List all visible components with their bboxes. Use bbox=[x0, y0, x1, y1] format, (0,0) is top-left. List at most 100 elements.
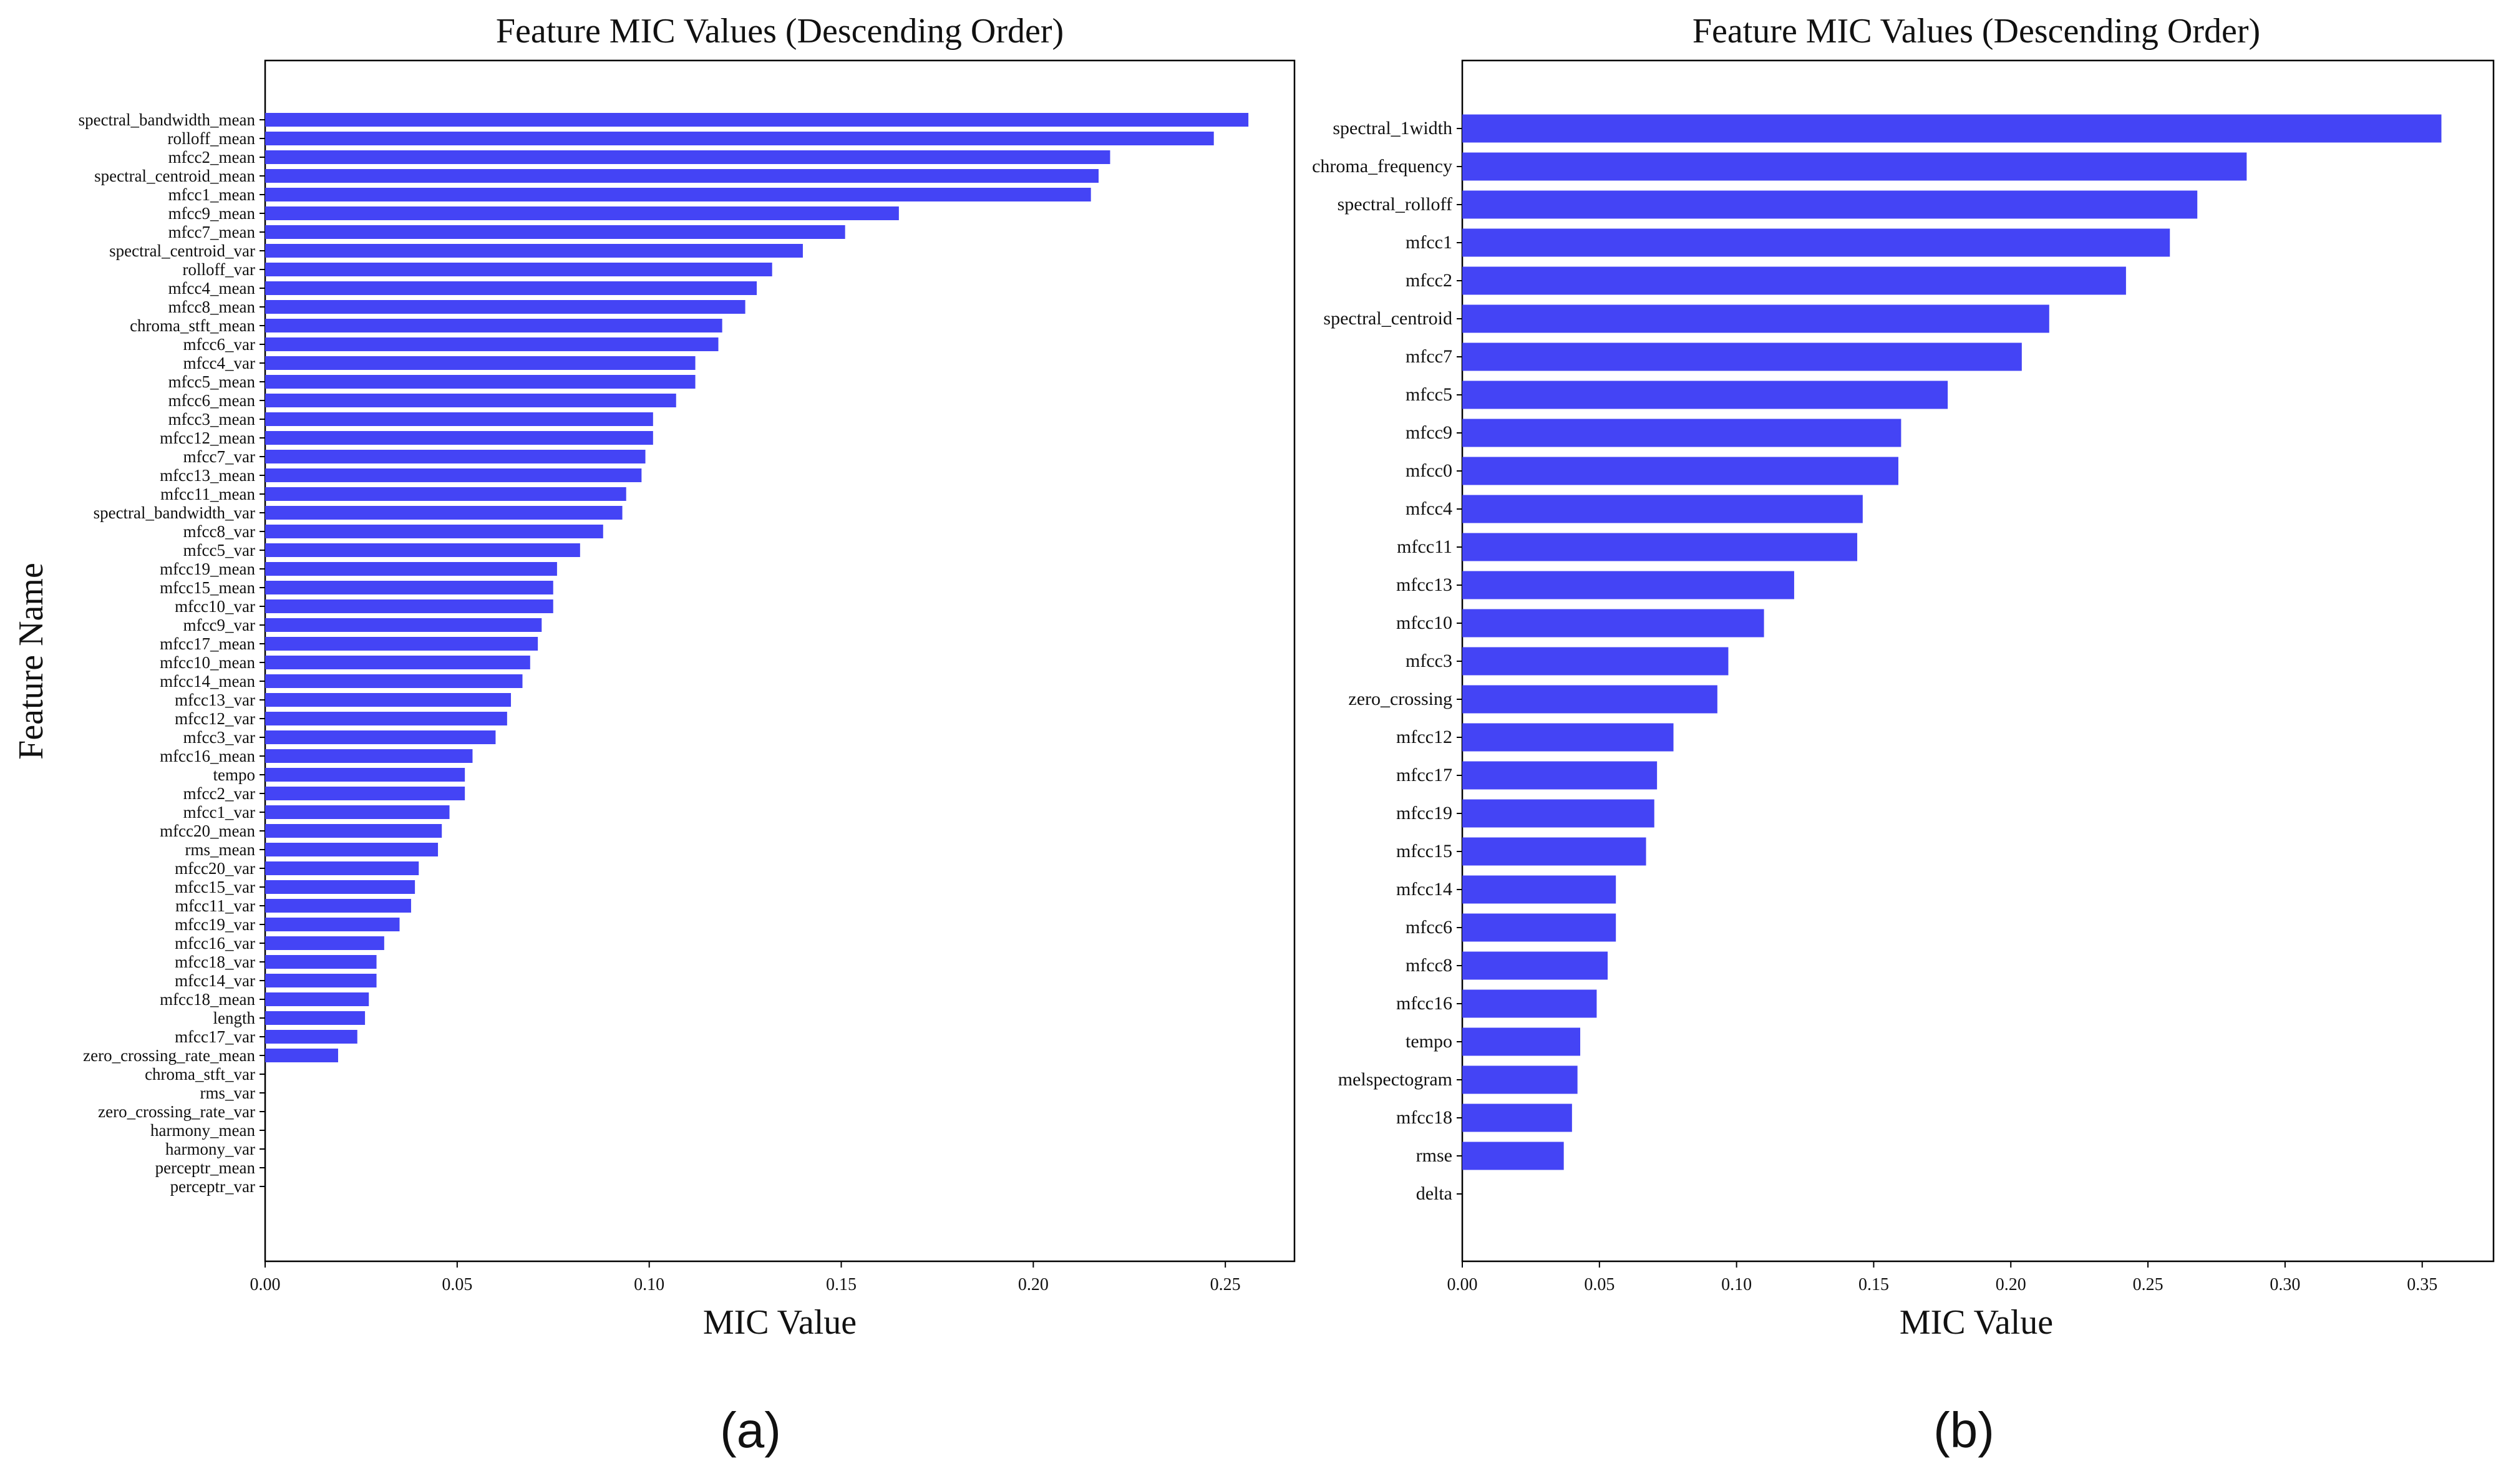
y-tick-label-b: spectral_centroid bbox=[1323, 308, 1452, 329]
y-tick-label-a: chroma_stft_mean bbox=[130, 316, 255, 335]
y-tick-label-b: rmse bbox=[1416, 1145, 1452, 1166]
x-tick-label-b: 0.05 bbox=[1584, 1275, 1615, 1294]
x-tick-label-a: 0.20 bbox=[1018, 1275, 1049, 1294]
bar-a-mfcc6_mean bbox=[265, 394, 676, 407]
bar-a-mfcc8_mean bbox=[265, 300, 745, 314]
bar-a-mfcc9_var bbox=[265, 618, 542, 632]
y-tick-label-a: mfcc9_var bbox=[183, 616, 255, 634]
bar-a-mfcc20_var bbox=[265, 861, 419, 875]
y-tick-label-a: mfcc17_mean bbox=[160, 634, 255, 653]
y-tick-label-a: spectral_centroid_var bbox=[109, 241, 255, 260]
bar-a-mfcc20_mean bbox=[265, 824, 442, 838]
bar-b-mfcc18 bbox=[1462, 1103, 1572, 1132]
y-tick-label-a: mfcc6_var bbox=[183, 335, 255, 354]
y-tick-label-a: mfcc5_mean bbox=[168, 372, 256, 391]
y-tick-label-a: mfcc1_mean bbox=[168, 185, 256, 204]
bar-a-mfcc4_mean bbox=[265, 281, 757, 295]
bar-a-mfcc4_var bbox=[265, 356, 696, 370]
bar-a-rolloff_var bbox=[265, 263, 772, 276]
bar-b-mfcc14 bbox=[1462, 875, 1616, 904]
bar-a-mfcc15_mean bbox=[265, 581, 553, 594]
y-tick-label-a: mfcc20_mean bbox=[160, 822, 255, 840]
bar-a-length bbox=[265, 1011, 366, 1025]
y-tick-label-a: mfcc8_var bbox=[183, 522, 255, 541]
y-tick-label-b: chroma_frequency bbox=[1312, 156, 1452, 177]
y-tick-label-a: zero_crossing_rate_mean bbox=[83, 1046, 255, 1065]
bar-b-mfcc6 bbox=[1462, 913, 1616, 942]
bar-a-mfcc19_mean bbox=[265, 562, 557, 576]
y-tick-label-a: mfcc16_var bbox=[175, 934, 255, 953]
y-tick-label-a: harmony_mean bbox=[150, 1121, 255, 1140]
bar-a-mfcc12_mean bbox=[265, 431, 653, 445]
y-tick-label-b: mfcc6 bbox=[1406, 917, 1452, 938]
x-tick-label-b: 0.10 bbox=[1721, 1275, 1752, 1294]
y-tick-label-a: mfcc15_var bbox=[175, 878, 255, 896]
y-tick-label-b: mfcc11 bbox=[1397, 536, 1452, 557]
chart-title-a: Feature MIC Values (Descending Order) bbox=[496, 12, 1064, 51]
bar-b-mfcc16 bbox=[1462, 989, 1597, 1018]
bar-a-mfcc17_mean bbox=[265, 637, 538, 651]
y-tick-label-b: mfcc2 bbox=[1406, 270, 1452, 291]
y-tick-label-b: mfcc9 bbox=[1406, 422, 1452, 443]
bar-a-mfcc13_mean bbox=[265, 468, 642, 482]
y-tick-label-b: mfcc14 bbox=[1396, 879, 1452, 900]
y-tick-label-a: rolloff_var bbox=[183, 260, 255, 279]
bar-a-mfcc1_var bbox=[265, 805, 450, 819]
y-tick-label-a: mfcc8_mean bbox=[168, 298, 256, 316]
x-tick-label-a: 0.10 bbox=[634, 1275, 664, 1294]
y-tick-label-a: mfcc2_mean bbox=[168, 148, 256, 167]
bar-b-mfcc8 bbox=[1462, 951, 1608, 980]
y-tick-label-a: mfcc3_mean bbox=[168, 410, 256, 429]
y-tick-label-a: mfcc13_mean bbox=[160, 466, 255, 485]
y-tick-label-a: mfcc1_var bbox=[183, 803, 255, 822]
y-tick-label-a: chroma_stft_var bbox=[145, 1065, 255, 1084]
bar-a-rolloff_mean bbox=[265, 132, 1214, 145]
bar-b-mfcc3 bbox=[1462, 647, 1729, 676]
y-tick-label-b: mfcc5 bbox=[1406, 384, 1452, 405]
y-tick-label-a: mfcc10_var bbox=[175, 597, 255, 616]
bar-a-mfcc19_var bbox=[265, 918, 400, 931]
bar-a-spectral_centroid_mean bbox=[265, 169, 1099, 183]
y-tick-label-a: length bbox=[213, 1009, 256, 1027]
bar-b-mfcc9 bbox=[1462, 419, 1901, 447]
bar-b-mfcc11 bbox=[1462, 533, 1858, 561]
y-tick-label-a: mfcc13_var bbox=[175, 691, 255, 709]
y-tick-label-a: mfcc6_mean bbox=[168, 391, 256, 410]
y-tick-label-b: mfcc16 bbox=[1396, 993, 1452, 1014]
y-tick-label-a: mfcc14_mean bbox=[160, 672, 255, 691]
bar-a-mfcc12_var bbox=[265, 712, 507, 725]
bar-a-mfcc3_var bbox=[265, 730, 496, 744]
bar-b-chroma_frequency bbox=[1462, 152, 2247, 181]
x-tick-label-b: 0.15 bbox=[1858, 1275, 1889, 1294]
bar-b-mfcc5 bbox=[1462, 381, 1948, 409]
x-tick-label-a: 0.25 bbox=[1210, 1275, 1241, 1294]
y-tick-label-a: spectral_bandwidth_mean bbox=[79, 110, 256, 129]
bar-a-tempo bbox=[265, 768, 465, 782]
y-tick-label-b: mfcc18 bbox=[1396, 1107, 1452, 1128]
bar-b-mfcc19 bbox=[1462, 799, 1654, 828]
y-tick-label-a: mfcc4_var bbox=[183, 354, 255, 372]
y-tick-label-a: mfcc2_var bbox=[183, 784, 255, 803]
y-tick-label-a: mfcc14_var bbox=[175, 971, 255, 990]
bar-a-mfcc18_var bbox=[265, 955, 377, 969]
y-tick-label-a: mfcc4_mean bbox=[168, 279, 256, 298]
y-tick-label-a: perceptr_mean bbox=[155, 1158, 256, 1177]
y-tick-label-a: mfcc19_var bbox=[175, 915, 255, 934]
x-tick-label-b: 0.00 bbox=[1447, 1275, 1478, 1294]
bar-a-mfcc18_mean bbox=[265, 992, 369, 1006]
y-tick-label-a: mfcc7_var bbox=[183, 447, 255, 466]
bar-b-melspectogram bbox=[1462, 1065, 1578, 1094]
y-tick-label-a: mfcc9_mean bbox=[168, 204, 256, 223]
y-tick-label-b: mfcc1 bbox=[1406, 232, 1452, 253]
bar-a-mfcc6_var bbox=[265, 337, 719, 351]
bar-b-mfcc7 bbox=[1462, 342, 2022, 371]
bar-b-spectral_rolloff bbox=[1462, 190, 2198, 219]
bar-b-mfcc0 bbox=[1462, 457, 1899, 485]
chart-panel-a: Feature MIC Values (Descending Order) sp… bbox=[12, 12, 1296, 1458]
bar-a-mfcc5_mean bbox=[265, 375, 696, 389]
y-tick-label-b: mfcc7 bbox=[1406, 346, 1452, 367]
x-tick-label-b: 0.30 bbox=[2270, 1275, 2300, 1294]
bar-a-mfcc11_var bbox=[265, 899, 411, 913]
y-tick-label-b: spectral_rolloff bbox=[1338, 194, 1452, 215]
